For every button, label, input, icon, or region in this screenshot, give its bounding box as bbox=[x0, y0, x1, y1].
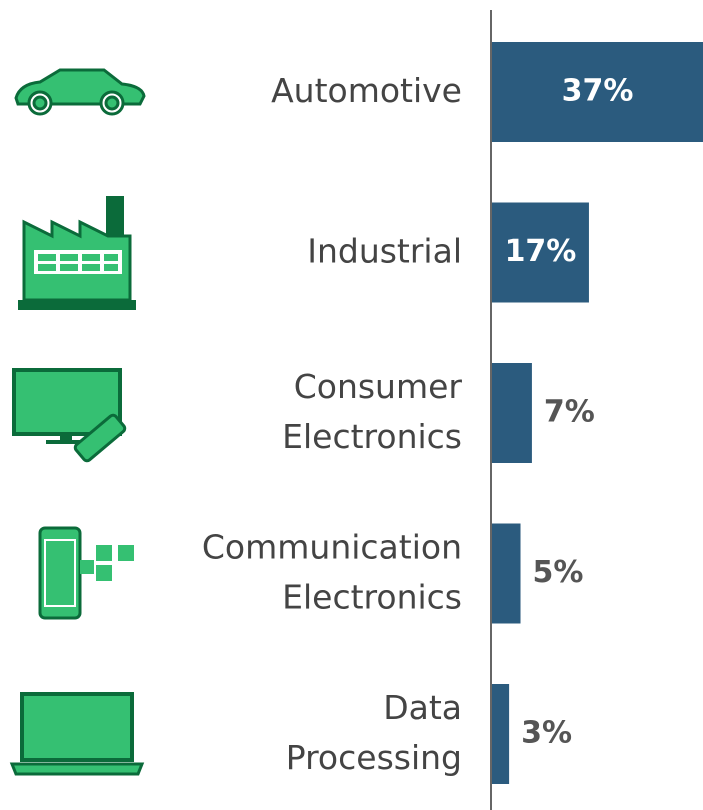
laptop-icon bbox=[9, 692, 145, 776]
tv-icon bbox=[12, 368, 127, 463]
factory-icon bbox=[18, 196, 136, 310]
value-label: 17% bbox=[505, 234, 577, 269]
car-icon bbox=[14, 68, 146, 116]
category-label: Communication Electronics bbox=[202, 527, 462, 616]
category-label: Consumer Electronics bbox=[272, 367, 463, 456]
value-label: 5% bbox=[533, 555, 584, 590]
phone-icon bbox=[38, 526, 134, 620]
value-label: 3% bbox=[521, 716, 572, 751]
value-label: 7% bbox=[544, 395, 595, 430]
bar bbox=[492, 202, 589, 303]
value-label: 37% bbox=[562, 74, 634, 109]
category-label: Data Processing bbox=[275, 688, 462, 777]
bar bbox=[492, 684, 510, 784]
bar bbox=[492, 363, 532, 463]
category-label: Industrial bbox=[307, 231, 462, 270]
category-label: Automotive bbox=[271, 71, 462, 110]
bar bbox=[492, 523, 521, 624]
bar bbox=[492, 42, 703, 142]
